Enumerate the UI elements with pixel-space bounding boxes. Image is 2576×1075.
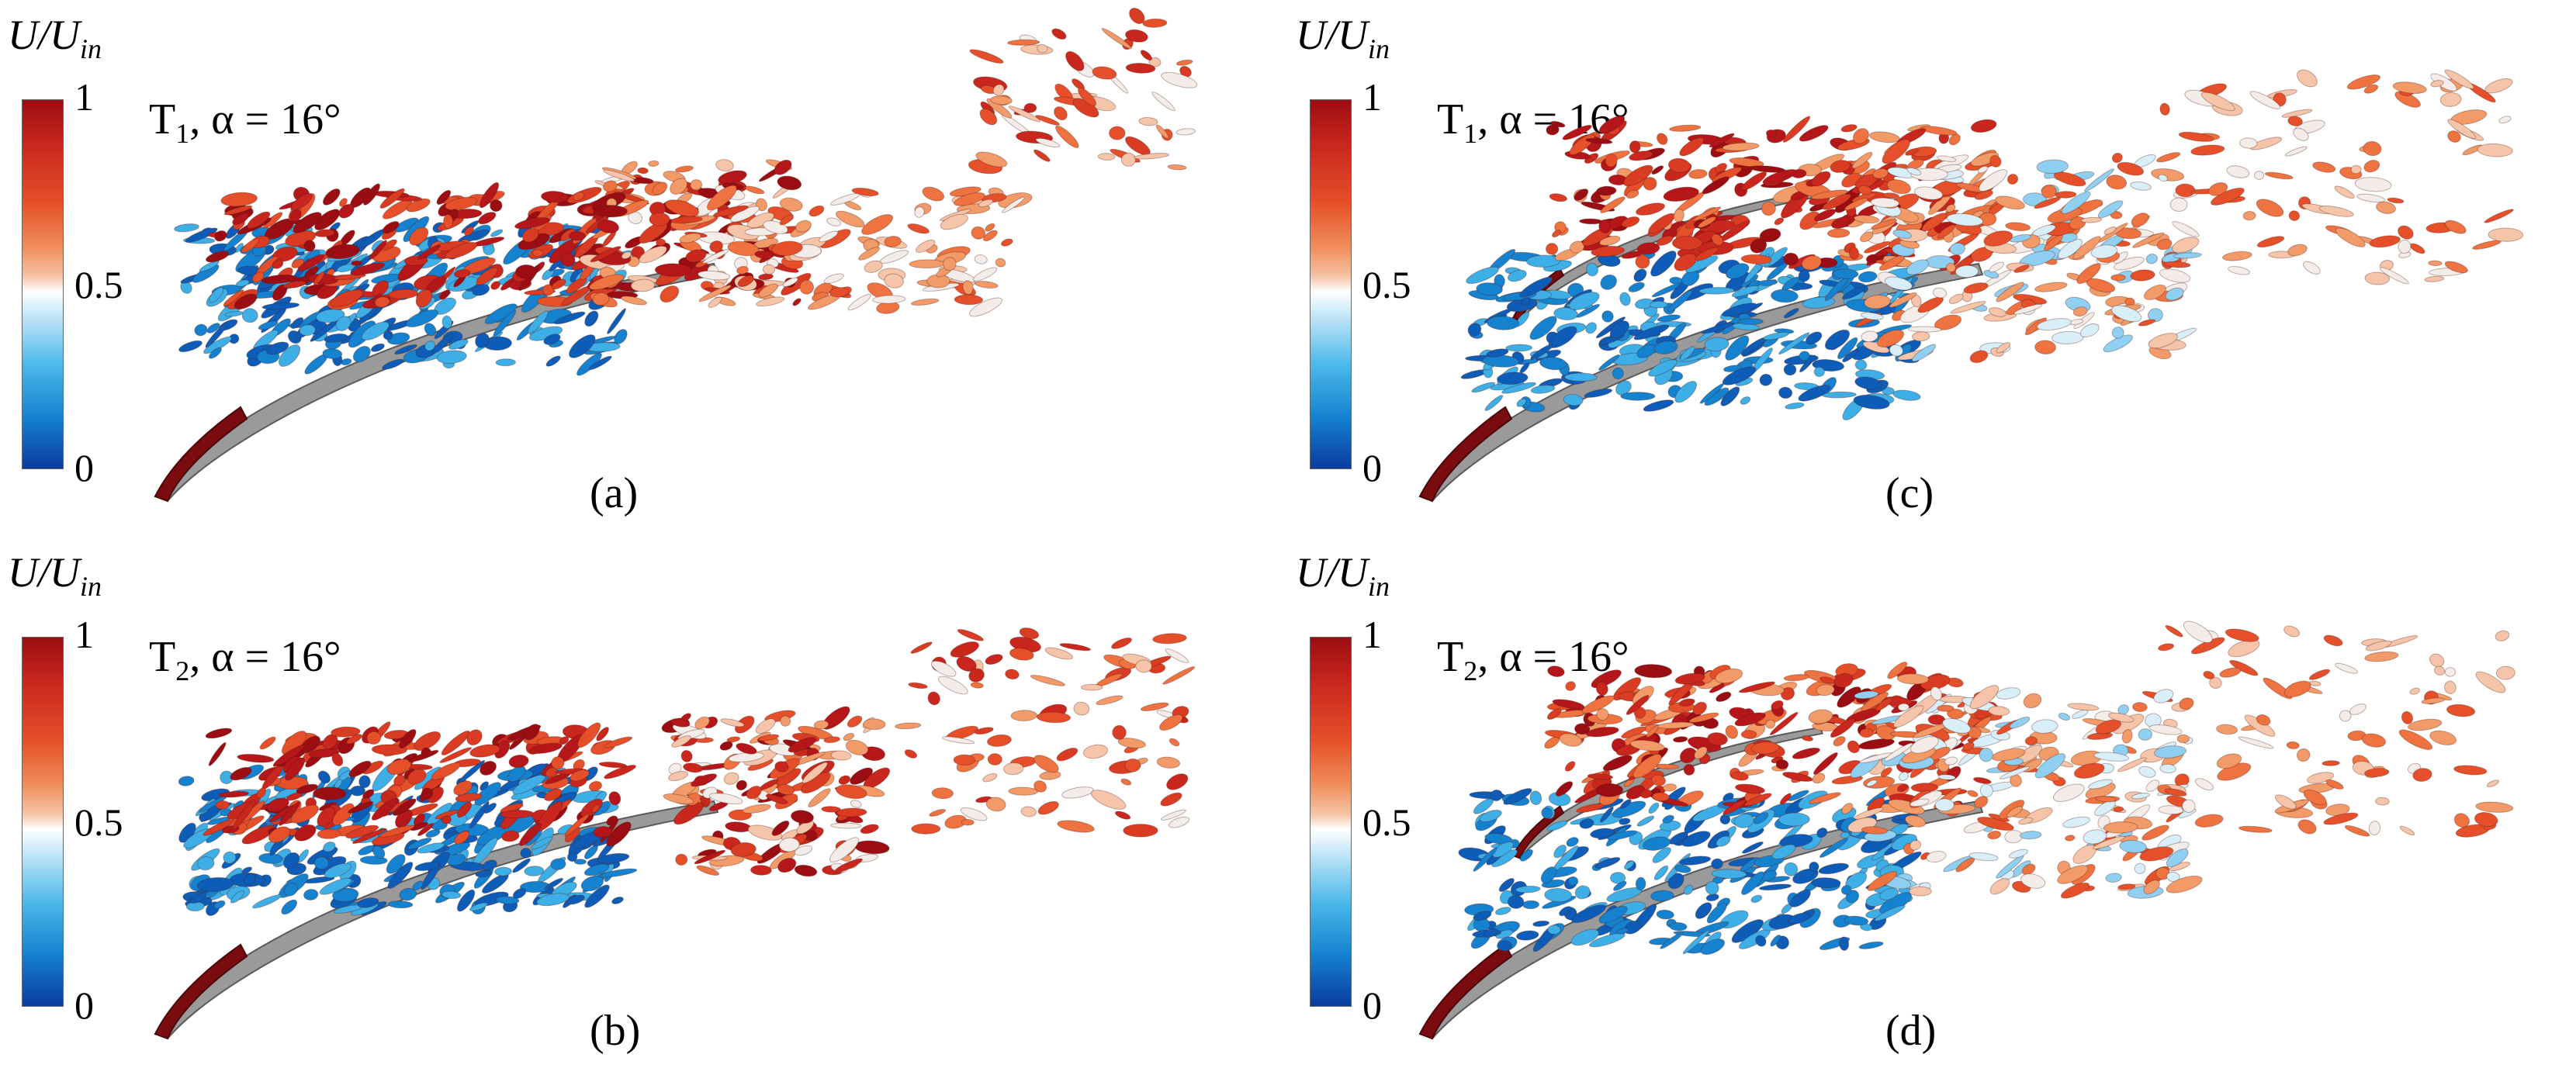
panel-a: U/Uin 1 0.5 0 T1, α = 16° (a) (0, 0, 1288, 538)
case-label: T1, α = 16° (149, 95, 341, 150)
colorbar-tick-max: 1 (74, 75, 94, 119)
case-label: T2, α = 16° (1437, 633, 1629, 687)
vortex-visualization (154, 8, 1198, 503)
subfigure-label: (d) (1885, 1007, 1937, 1055)
colorbar-tick-max: 1 (74, 613, 94, 656)
panel-c: U/Uin 1 0.5 0 T1, α = 16° (c) (1288, 0, 2576, 538)
colorbar (22, 637, 64, 1007)
colorbar-tick-min: 0 (1362, 446, 1382, 489)
colorbar-title: U/Uin (1296, 549, 1390, 602)
colorbar-title: U/Uin (8, 12, 102, 64)
subfigure-label: (c) (1885, 469, 1934, 517)
vortex-cluster (1546, 115, 2002, 275)
panel-b: U/Uin 1 0.5 0 T2, α = 16° (b) (0, 538, 1288, 1075)
subfigure-label: (b) (590, 1007, 641, 1055)
colorbar (22, 99, 64, 469)
airfoil-blade (1418, 262, 1984, 503)
colorbar-tick-min: 0 (1362, 983, 1382, 1027)
colorbar-tick-mid: 0.5 (1362, 800, 1411, 844)
vortex-cluster (1847, 685, 2203, 899)
vortex-visualization (154, 627, 1196, 1040)
case-label: T2, α = 16° (149, 633, 341, 687)
colorbar-tick-min: 0 (74, 983, 94, 1027)
vortex-cluster (1458, 784, 1922, 956)
colorbar-title: U/Uin (8, 549, 102, 602)
colorbar-tick-mid: 0.5 (1362, 263, 1411, 306)
vortex-cluster (1544, 662, 2003, 815)
colorbar-tick-mid: 0.5 (74, 800, 123, 844)
vortex-cluster (1460, 247, 1922, 420)
colorbar (1310, 99, 1352, 469)
vortex-cluster (758, 186, 1033, 317)
colorbar-title: U/Uin (1296, 12, 1390, 64)
vortex-visualization (1418, 620, 2515, 1040)
vortex-cluster (894, 627, 1196, 838)
colorbar (1310, 637, 1352, 1007)
colorbar-tick-min: 0 (74, 446, 94, 489)
vortex-cluster (661, 706, 891, 877)
subfigure-label: (a) (590, 469, 639, 517)
panel-d: U/Uin 1 0.5 0 T2, α = 16° (d) (1288, 538, 2576, 1075)
colorbar-tick-max: 1 (1362, 613, 1382, 656)
colorbar-tick-mid: 0.5 (74, 263, 123, 306)
airfoil-blade (1418, 800, 1984, 1040)
vortex-cluster (1851, 149, 2202, 364)
vortex-cluster (2159, 69, 2524, 285)
vortex-cluster (2157, 620, 2515, 838)
vortex-cluster (968, 8, 1198, 175)
colorbar-tick-max: 1 (1362, 75, 1382, 119)
vortex-visualization (1418, 69, 2524, 503)
airfoil-blade (154, 800, 719, 1040)
vortex-cluster (203, 721, 636, 847)
